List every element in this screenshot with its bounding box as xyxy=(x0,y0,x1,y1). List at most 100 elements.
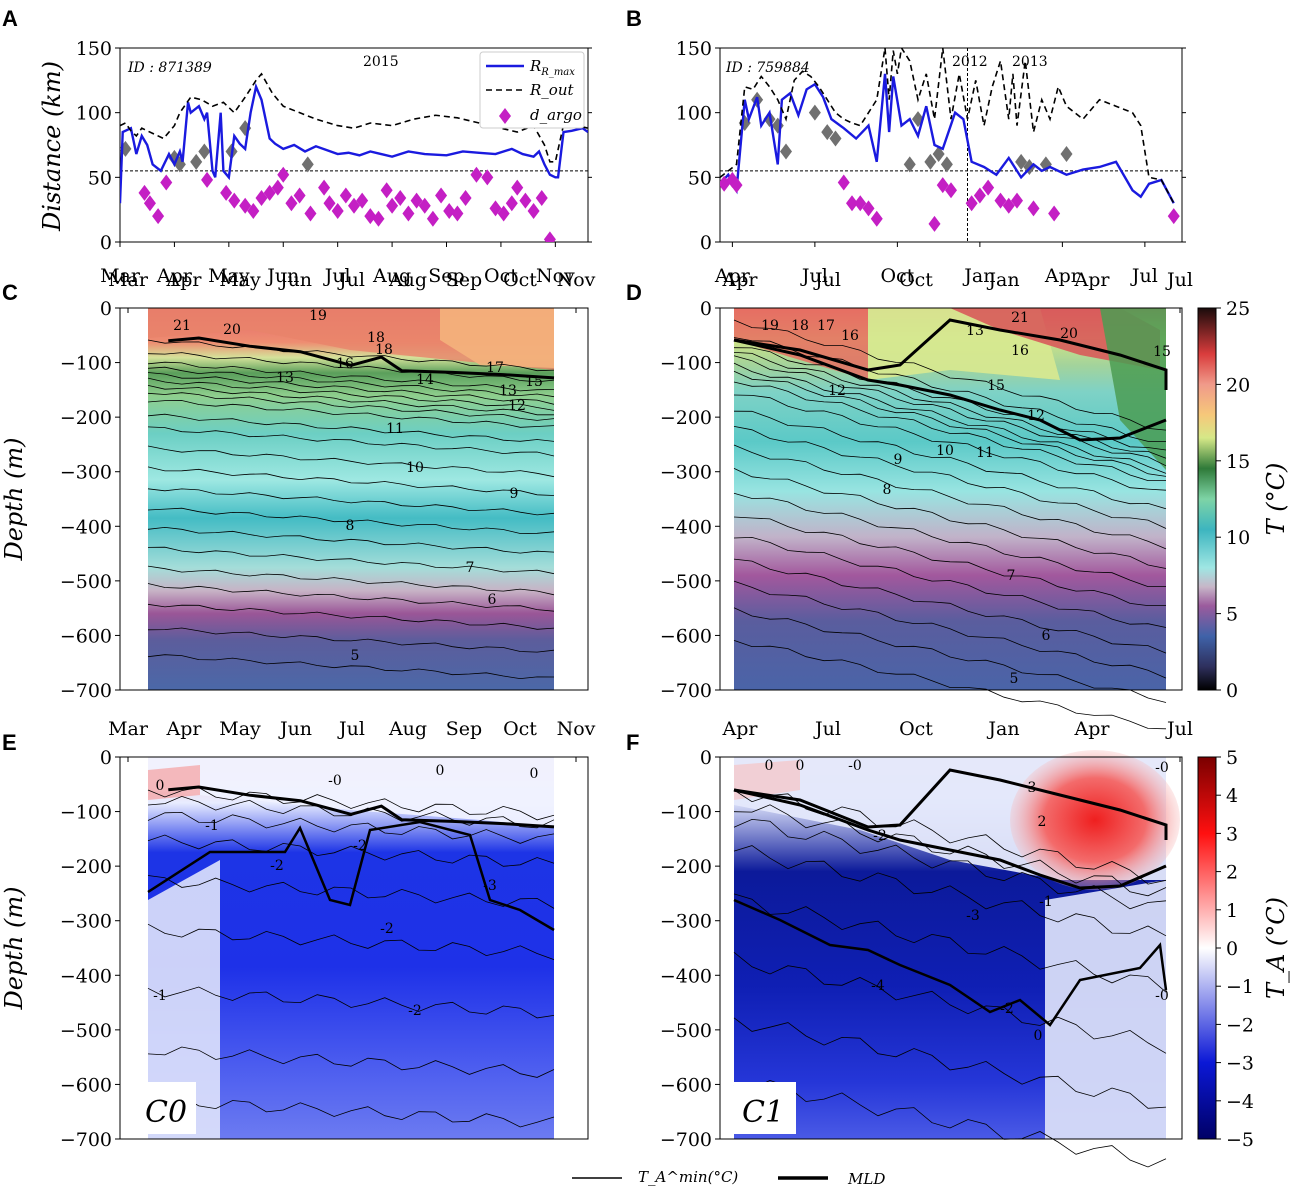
gray-marker xyxy=(780,143,792,160)
contour-label: 7 xyxy=(466,560,475,576)
cluster-label-e: C0 xyxy=(145,1095,187,1130)
contour-line xyxy=(147,565,555,596)
colorbar-anomaly xyxy=(1197,756,1217,1140)
contour-line xyxy=(147,445,555,478)
x-tick-label: Jul xyxy=(1165,718,1193,740)
y-tick-label: −100 xyxy=(660,353,712,375)
contour-label: 12 xyxy=(508,398,526,414)
colorbar-tick-label: 10 xyxy=(1226,527,1250,549)
gray-marker xyxy=(1060,146,1073,163)
contour-line xyxy=(147,811,555,844)
contour-line xyxy=(147,466,555,496)
y-tick-label: −100 xyxy=(660,802,712,824)
contour-label: 14 xyxy=(416,372,434,388)
contour-label: 7 xyxy=(1007,568,1016,584)
contour-line xyxy=(733,607,1167,703)
colorbar-tick-label: 15 xyxy=(1226,451,1250,473)
y-tick-label: −400 xyxy=(60,516,112,538)
contour-labels-d: 19 18 17 16 12 21 16 15 20 12 13 10 11 98 7 6 5 15 xyxy=(761,310,1171,687)
cluster-label-f: C1 xyxy=(742,1095,784,1130)
contour-label: 15 xyxy=(1153,344,1171,360)
mld-line-f2 xyxy=(733,788,1167,890)
colorbar-tick-label: 4 xyxy=(1226,785,1238,807)
contour-label: 15 xyxy=(987,378,1005,394)
contour-labels-f: 0 0 -0 2 3 -4 -3 -2 -1 -2 -0 0 -0 xyxy=(765,758,1169,1044)
x-tick-label: Sep xyxy=(446,718,482,740)
dargo-marker xyxy=(846,195,858,212)
dargo-marker xyxy=(870,210,883,227)
dargo-marker xyxy=(928,215,941,232)
dargo-marker xyxy=(535,190,548,207)
contour-line xyxy=(147,834,555,867)
contour-line xyxy=(733,516,1166,606)
dargo-marker xyxy=(247,202,260,219)
contour-line xyxy=(733,789,1167,885)
x-tick-label: Jun xyxy=(278,269,312,291)
temperature-field-d xyxy=(734,308,1166,690)
contour-line xyxy=(733,355,1167,467)
contour-line xyxy=(733,381,1167,482)
legend-rout-label: R_out xyxy=(529,81,574,99)
x-tick-label: Apr xyxy=(1074,269,1111,291)
y-tick-label: −600 xyxy=(60,625,112,647)
contour-line xyxy=(733,347,1167,451)
r-out-line xyxy=(720,48,1175,204)
x-axis-top-e: Mar Apr May Jun Jul Aug Sep Oct Nov xyxy=(108,718,596,762)
contour-label: 18 xyxy=(367,330,385,346)
contour-label: 19 xyxy=(761,318,779,334)
legend-rmax-text: R_max xyxy=(540,67,575,78)
dargo-marker xyxy=(228,192,241,209)
x-tick-label: Jul xyxy=(323,265,351,287)
dargo-marker xyxy=(318,179,331,196)
x-tick-label: Apr xyxy=(1044,265,1081,287)
contour-line xyxy=(733,319,1167,431)
y-tick-label: −700 xyxy=(60,1129,112,1151)
dargo-marker xyxy=(862,200,875,217)
x-tick-label: Mar xyxy=(100,265,141,287)
y-tick-label: 150 xyxy=(76,38,112,60)
x-tick-label: Aug xyxy=(388,269,427,291)
x-tick-label: Nov xyxy=(557,269,596,291)
colorbar-title-f: T_A (°C) xyxy=(1262,897,1290,999)
gray-marker xyxy=(808,104,821,121)
y-tick-label: −600 xyxy=(660,1074,712,1096)
x-tick-label: Apr xyxy=(722,718,759,740)
warm-patch-e xyxy=(148,765,200,800)
dargo-marker xyxy=(410,192,423,209)
y-tick-label: −200 xyxy=(660,856,712,878)
contour-line xyxy=(733,640,1167,730)
contour-label: 18 xyxy=(791,318,809,334)
y-tick-label: −400 xyxy=(660,516,712,538)
contours-f xyxy=(733,789,1167,1168)
contour-labels-e: 0 -0 0 0 -1 -2 -2 -3 -2 -2 -1 xyxy=(153,763,538,1019)
contour-line xyxy=(147,426,555,457)
cluster-box-e xyxy=(138,1082,196,1134)
contour-label: 6 xyxy=(488,592,497,608)
x-tick-label: May xyxy=(208,265,250,287)
legend-dargo-swatch xyxy=(499,108,511,124)
dargo-marker xyxy=(339,187,352,204)
contour-line xyxy=(147,385,554,416)
contour-label: -2 xyxy=(380,921,394,937)
contour-line xyxy=(147,1046,555,1078)
y-tick-label: −100 xyxy=(60,802,112,824)
dargo-marker xyxy=(994,192,1007,209)
contour-label: -2 xyxy=(408,1003,422,1019)
contour-label: 9 xyxy=(894,452,903,468)
legend-box xyxy=(479,51,585,129)
mld-line-e xyxy=(168,785,555,829)
colorbar-temperature xyxy=(1197,307,1217,691)
y-tick-label: −400 xyxy=(660,965,712,987)
y-tick-label: 0 xyxy=(700,747,712,769)
gray-marker xyxy=(924,153,937,170)
legend-dargo-label: d_argo xyxy=(530,106,582,124)
contour-label: 20 xyxy=(1060,326,1078,342)
plot-frame-a xyxy=(119,47,589,243)
contour-label: 9 xyxy=(510,486,519,502)
warm-anomaly-f xyxy=(1010,750,1180,890)
dargo-marker xyxy=(1167,208,1180,225)
x-tick-label: Aug xyxy=(372,265,411,287)
dargo-marker xyxy=(511,179,524,196)
panel-e: E Mar Apr May Jun Jul Aug Sep Oct Nov 0 -0 0 0 -1 -2 -… xyxy=(0,718,596,1151)
